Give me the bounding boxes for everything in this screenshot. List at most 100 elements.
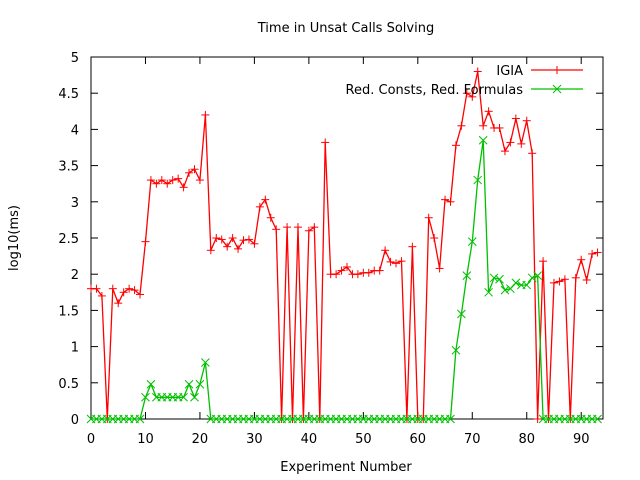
data-point — [255, 202, 264, 211]
legend-label: IGIA — [496, 64, 523, 79]
data-point — [244, 235, 253, 244]
x-tick-label: 30 — [246, 432, 263, 447]
data-point — [234, 244, 243, 253]
data-point — [206, 246, 215, 255]
y-tick-label: 0 — [71, 413, 79, 428]
data-point — [125, 284, 134, 293]
data-point — [168, 176, 177, 185]
data-point — [201, 110, 210, 119]
data-point — [527, 273, 537, 283]
data-point — [435, 264, 444, 273]
data-point — [190, 392, 199, 402]
y-tick-label: 0.5 — [58, 377, 79, 392]
data-point — [478, 135, 488, 145]
data-point — [457, 309, 466, 319]
data-point — [511, 278, 521, 288]
data-point — [381, 246, 390, 255]
data-point — [441, 195, 450, 204]
data-point — [517, 139, 526, 148]
data-point — [130, 286, 139, 295]
data-point — [430, 234, 439, 242]
y-tick-label: 3.5 — [58, 160, 79, 175]
data-point — [549, 278, 558, 287]
data-point — [533, 271, 542, 281]
x-tick-label: 0 — [87, 432, 95, 447]
data-point — [212, 234, 221, 242]
legend: IGIA Red. Consts, Red. Formulas — [346, 64, 583, 98]
data-point — [386, 257, 395, 266]
data-point — [511, 114, 520, 123]
data-point — [283, 223, 292, 232]
data-point — [108, 284, 117, 293]
data-point — [261, 195, 270, 204]
data-point — [223, 242, 232, 251]
y-tick-label: 5 — [71, 51, 79, 66]
data-point — [174, 174, 183, 183]
y-tick-label: 2.5 — [58, 232, 79, 247]
data-point — [500, 285, 510, 295]
legend-marker — [553, 66, 561, 74]
data-point — [397, 257, 406, 266]
x-axis-label: Experiment Number — [280, 460, 412, 475]
data-point — [495, 274, 504, 284]
data-point — [555, 277, 564, 286]
data-point — [337, 266, 346, 275]
data-point — [533, 415, 542, 423]
data-point — [163, 179, 172, 188]
data-point — [451, 141, 460, 150]
data-point — [408, 242, 417, 251]
data-point — [228, 234, 237, 242]
y-tick-label: 3 — [71, 196, 79, 211]
y-tick-label: 4 — [71, 123, 79, 138]
legend-marker — [552, 84, 562, 94]
data-point — [462, 89, 471, 98]
data-point — [119, 288, 128, 297]
data-point — [97, 291, 106, 300]
legend-item-2: Red. Consts, Red. Formulas — [346, 83, 583, 98]
x-tick-label: 90 — [573, 432, 590, 447]
x-tick-label: 70 — [464, 432, 481, 447]
data-point — [593, 248, 602, 257]
y-tick-label: 4.5 — [58, 87, 79, 102]
data-point — [500, 147, 509, 156]
data-point — [310, 223, 319, 232]
data-point — [332, 270, 341, 279]
data-point — [141, 237, 150, 246]
data-point — [343, 262, 351, 271]
data-point — [489, 273, 499, 283]
data-point — [250, 239, 259, 248]
y-axis-label: log10(ms) — [7, 205, 22, 271]
data-point — [304, 226, 313, 235]
data-point — [457, 121, 466, 130]
y-tick-label: 2 — [71, 268, 79, 283]
data-point — [484, 287, 493, 297]
data-point — [217, 235, 226, 244]
data-point — [392, 259, 401, 268]
x-tick-label: 60 — [410, 432, 427, 447]
data-point — [135, 414, 145, 424]
y-tick-label: 1.5 — [58, 304, 79, 319]
x-tick-label: 50 — [355, 432, 372, 447]
x-tick-label: 20 — [192, 432, 209, 447]
data-point — [152, 179, 161, 188]
series-line — [91, 71, 598, 420]
data-point — [195, 176, 204, 185]
data-point — [114, 299, 123, 308]
data-point — [560, 275, 569, 284]
data-point — [451, 345, 461, 355]
x-tick-label: 40 — [301, 432, 318, 447]
data-point — [201, 358, 210, 367]
data-point — [184, 379, 194, 389]
axes: 00.511.522.533.544.550 10 20 30 40 50 60 70 80 90 — [58, 51, 604, 447]
data-point — [506, 138, 515, 147]
legend-item-1: IGIA — [496, 64, 583, 79]
data-point — [272, 225, 281, 234]
data-point — [266, 213, 275, 222]
data-point — [522, 280, 532, 290]
data-point — [446, 197, 455, 206]
data-point — [146, 176, 155, 185]
legend-label: Red. Consts, Red. Formulas — [346, 83, 524, 98]
data-point — [446, 414, 455, 424]
data-point — [468, 92, 477, 101]
data-point — [179, 392, 188, 402]
